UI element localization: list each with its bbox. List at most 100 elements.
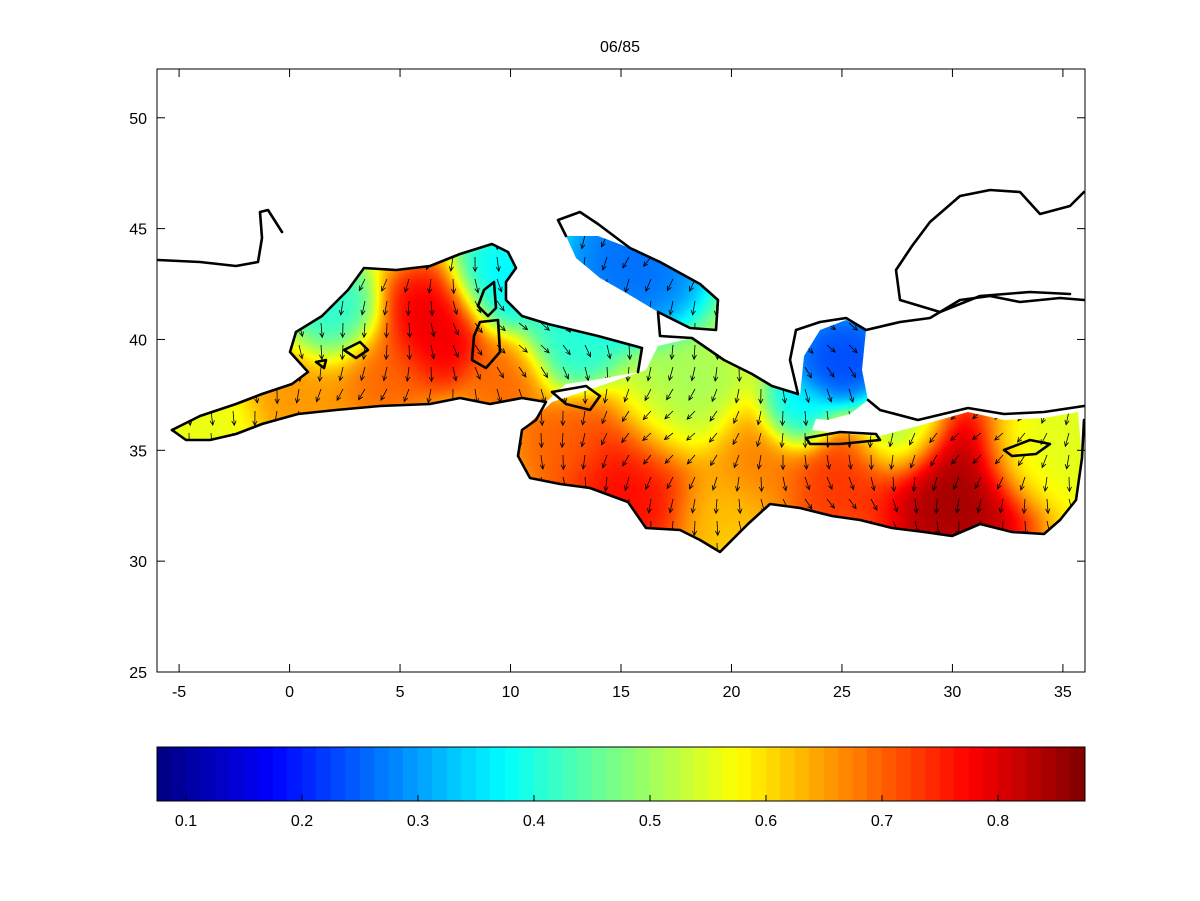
vector-arrow bbox=[911, 476, 917, 493]
vector-arrow bbox=[294, 388, 300, 404]
vector-arrow bbox=[518, 322, 529, 331]
vector-arrow bbox=[733, 454, 740, 469]
vector-arrow bbox=[580, 432, 586, 448]
coastline-italy-adriatic bbox=[556, 210, 800, 396]
vector-arrow bbox=[708, 432, 718, 443]
vector-arrow bbox=[715, 520, 721, 537]
vector-arrow bbox=[581, 454, 587, 471]
vector-arrow bbox=[560, 454, 566, 471]
lon-tick-label: 10 bbox=[502, 684, 520, 701]
vector-arrow bbox=[601, 454, 608, 469]
vector-arrow bbox=[668, 498, 674, 514]
vector-arrow bbox=[358, 388, 366, 401]
plot-title: 06/85 bbox=[600, 39, 640, 56]
vector-arrow bbox=[646, 498, 652, 514]
vector-arrow bbox=[403, 388, 410, 403]
coastline-north-africa bbox=[170, 396, 1086, 554]
vector-arrow bbox=[1016, 432, 1026, 443]
vector-arrow bbox=[360, 300, 366, 316]
vector-arrow bbox=[950, 432, 960, 442]
vector-arrow bbox=[474, 278, 480, 294]
vector-arrow bbox=[339, 344, 345, 361]
vector-arrow bbox=[1019, 476, 1026, 491]
coastline-balearics bbox=[314, 340, 370, 370]
vector-arrow bbox=[642, 410, 652, 421]
colorbar-gradient bbox=[157, 747, 1085, 801]
colorbar-tick-label: 0.5 bbox=[639, 813, 661, 830]
vector-arrow bbox=[622, 454, 630, 467]
vector-arrow bbox=[624, 278, 630, 294]
vector-arrow bbox=[803, 410, 809, 427]
vector-arrow bbox=[870, 498, 878, 512]
vector-arrow bbox=[848, 366, 857, 379]
vector-arrow bbox=[826, 344, 836, 353]
vector-arrow bbox=[562, 366, 569, 380]
vector-arrow bbox=[848, 476, 855, 491]
vector-arrow bbox=[690, 366, 696, 382]
lat-tick-label: 30 bbox=[129, 554, 147, 571]
vector-arrow bbox=[781, 388, 787, 405]
vector-arrow bbox=[756, 454, 762, 470]
vector-arrow bbox=[954, 498, 960, 514]
vector-arrow bbox=[644, 388, 652, 402]
vector-arrow bbox=[994, 432, 1004, 441]
vector-arrow bbox=[689, 476, 696, 490]
vector-arrow bbox=[1021, 498, 1027, 515]
vector-arrow bbox=[623, 388, 630, 403]
vector-arrow bbox=[582, 388, 588, 405]
vector-arrow bbox=[686, 432, 696, 441]
vector-arrow bbox=[624, 476, 630, 492]
vector-arrow bbox=[688, 388, 696, 402]
vector-arrow bbox=[736, 366, 742, 383]
vector-arrow bbox=[315, 388, 322, 403]
vector-arrow bbox=[645, 476, 652, 490]
vector-arrow bbox=[669, 344, 675, 361]
vector-arrow bbox=[539, 454, 545, 471]
lon-axis: -5 0 5 10 15 20 25 30 35 bbox=[172, 69, 1072, 701]
vector-arrow bbox=[666, 388, 674, 401]
vector-arrow bbox=[802, 432, 808, 449]
vector-arrow bbox=[643, 454, 652, 465]
vector-arrow bbox=[382, 300, 388, 316]
colorbar-tick-label: 0.7 bbox=[871, 813, 893, 830]
vector-arrow bbox=[1066, 476, 1072, 493]
vector-arrow bbox=[559, 432, 565, 449]
vector-arrow bbox=[804, 498, 813, 510]
vector-arrow bbox=[518, 366, 527, 378]
coastlines bbox=[156, 188, 1086, 554]
vector-arrow bbox=[338, 300, 344, 316]
vector-arrow bbox=[932, 476, 938, 492]
vector-arrow bbox=[452, 300, 458, 316]
vector-arrow bbox=[953, 476, 960, 490]
vector-arrow bbox=[452, 344, 459, 359]
vector-arrow bbox=[758, 388, 764, 405]
vector-arrow bbox=[971, 432, 982, 441]
vector-arrow bbox=[668, 300, 674, 316]
lat-tick-label: 45 bbox=[129, 222, 147, 239]
colorbar-tick-label: 0.6 bbox=[755, 813, 777, 830]
vector-arrow bbox=[664, 410, 674, 420]
vector-arrow bbox=[913, 498, 919, 515]
vector-arrow bbox=[427, 278, 433, 295]
vector-arrow bbox=[383, 344, 389, 361]
vector-arrow bbox=[826, 498, 835, 509]
vector-arrow bbox=[1064, 432, 1070, 448]
coastline-black-sea bbox=[894, 188, 1086, 314]
vector-arrow bbox=[868, 454, 874, 471]
coastline-greece-turkey bbox=[788, 294, 1086, 422]
vector-arrow bbox=[974, 476, 982, 490]
vector-arrow bbox=[336, 388, 344, 402]
vector-arrow bbox=[361, 322, 367, 339]
lat-axis: 25 30 35 40 45 50 bbox=[129, 111, 1085, 682]
vector-arrow bbox=[848, 498, 857, 510]
vector-arrow bbox=[826, 454, 832, 470]
vector-arrow bbox=[317, 366, 323, 383]
vector-arrow bbox=[584, 344, 591, 358]
colorbar-tick-label: 0.1 bbox=[175, 813, 197, 830]
vector-arrow bbox=[381, 278, 388, 292]
vector-arrow bbox=[474, 366, 481, 381]
vector-arrow bbox=[692, 520, 698, 537]
vector-arrow bbox=[711, 388, 718, 403]
colorbar-tick-label: 0.4 bbox=[523, 813, 545, 830]
